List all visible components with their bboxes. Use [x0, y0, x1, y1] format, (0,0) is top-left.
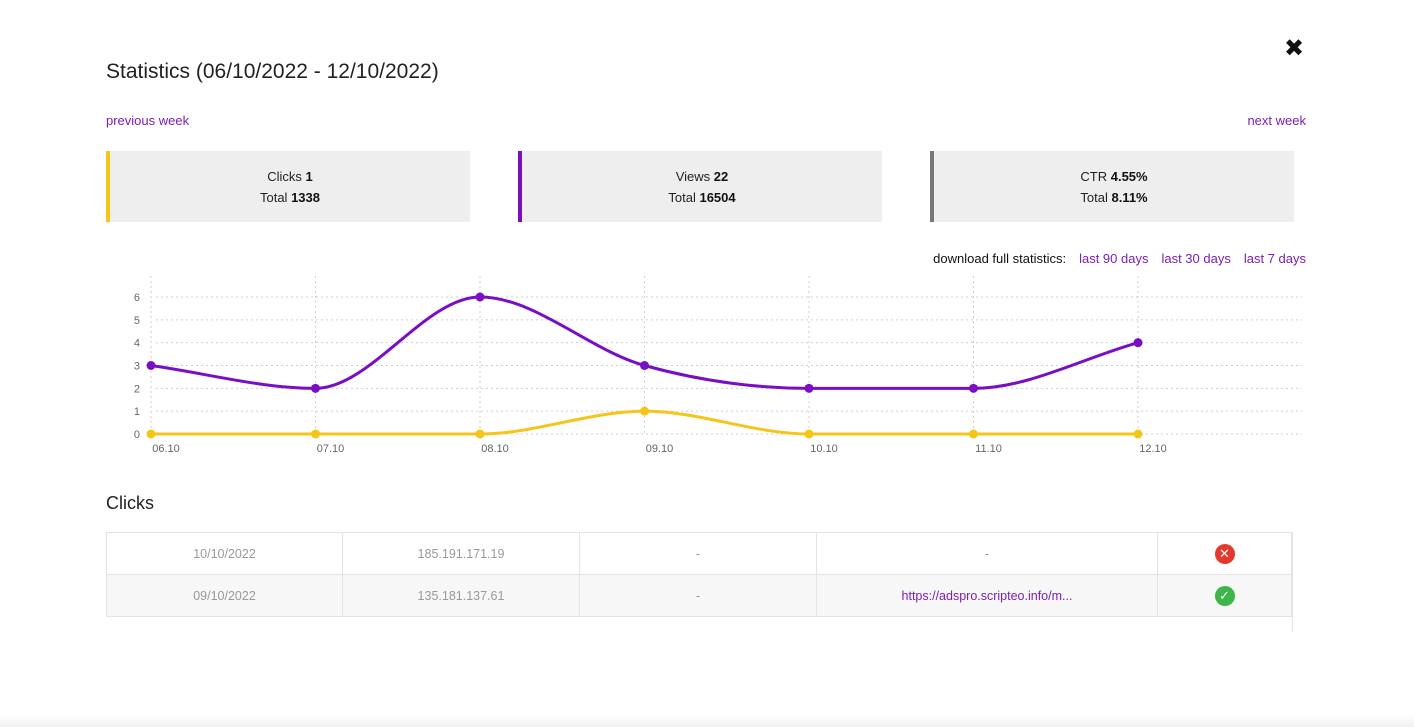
download-label: download full statistics: — [933, 251, 1067, 266]
invalid-cross-icon: ✕ — [1214, 543, 1235, 564]
clicks-section-title: Clicks — [106, 493, 154, 513]
dialog-title: Statistics (06/10/2022 - 12/10/2022) — [106, 60, 439, 83]
download-90-days-link[interactable]: last 90 days — [1079, 251, 1149, 266]
download-statistics-bar: download full statistics: last 90 days l… — [933, 251, 1306, 266]
data-point — [1133, 338, 1143, 348]
close-icon: ✖ — [1283, 35, 1305, 62]
y-tick-label: 3 — [134, 361, 140, 373]
y-tick-label: 1 — [134, 406, 140, 418]
data-point — [969, 383, 978, 393]
clicks-total-line: Total 1338 — [259, 189, 320, 205]
data-point — [804, 383, 814, 393]
click-date-cell: 10/10/2022 — [107, 533, 343, 574]
x-tick-label: 06.10 — [152, 443, 180, 455]
table-row: 09/10/2022 135.181.137.61 - https://adsp… — [107, 575, 1292, 617]
click-ip-cell: 185.191.171.19 — [343, 533, 580, 574]
download-7-days-link[interactable]: last 7 days — [1243, 251, 1306, 266]
ctr-total-line: Total 8.11% — [1080, 189, 1148, 205]
x-tick-label: 10.10 — [810, 443, 838, 455]
click-referrer-cell: - — [817, 533, 1158, 574]
valid-check-icon: ✓ — [1214, 585, 1235, 606]
clicks-line: Clicks 1 — [267, 168, 313, 184]
statistics-line-chart: 0 1 2 3 4 5 6 06.10 07.10 08.10 09.10 10.10 11.10 12.… — [134, 276, 1302, 455]
data-point — [146, 429, 156, 439]
click-info-cell: - — [580, 575, 817, 616]
ctr-line: CTR 4.55% — [1080, 168, 1148, 184]
data-point — [640, 361, 649, 370]
click-referrer-cell: https://adspro.scripteo.info/m... — [817, 575, 1158, 616]
y-tick-label: 0 — [134, 429, 140, 441]
x-tick-label: 09.10 — [646, 443, 674, 455]
click-status-cell: ✓ — [1158, 575, 1292, 616]
click-date-cell: 09/10/2022 — [107, 575, 343, 616]
data-point — [475, 292, 485, 302]
close-button[interactable]: ✖ — [1282, 36, 1306, 62]
download-30-days-link[interactable]: last 30 days — [1161, 251, 1231, 266]
click-ip-cell: 135.181.137.61 — [343, 575, 580, 616]
table-row: 10/10/2022 185.191.171.19 - - ✕ — [107, 533, 1292, 575]
clicks-table: 10/10/2022 185.191.171.19 - - ✕ 09/10/20… — [106, 532, 1306, 632]
data-point — [969, 429, 978, 439]
views-total-line: Total 16504 — [668, 189, 736, 205]
views-summary-card: Views 22 Total 16504 — [518, 151, 882, 222]
bottom-shadow — [0, 715, 1414, 727]
y-tick-label: 4 — [134, 338, 140, 350]
clicks-summary-card: Clicks 1 Total 1338 — [106, 151, 470, 222]
clicks-total-value: 1338 — [291, 189, 320, 205]
y-tick-label: 5 — [134, 315, 140, 327]
x-tick-label: 08.10 — [481, 443, 509, 455]
views-value: 22 — [713, 168, 729, 184]
previous-week-link[interactable]: previous week — [106, 113, 190, 128]
x-tick-label: 07.10 — [317, 443, 345, 455]
data-point — [475, 429, 485, 439]
ctr-summary-card: CTR 4.55% Total 8.11% — [930, 151, 1294, 222]
click-status-cell: ✕ — [1158, 533, 1292, 574]
next-week-link[interactable]: next week — [1247, 113, 1306, 128]
y-tick-label: 6 — [134, 292, 140, 304]
ctr-total-value: 8.11% — [1111, 189, 1148, 205]
views-line: Views 22 — [675, 168, 729, 184]
data-point — [1133, 429, 1143, 439]
clicks-value: 1 — [305, 168, 313, 184]
x-tick-label: 12.10 — [1139, 443, 1167, 455]
y-tick-label: 2 — [134, 383, 140, 395]
x-tick-label: 11.10 — [975, 443, 1002, 455]
data-point — [311, 429, 320, 439]
table-scrollbar[interactable] — [1292, 532, 1306, 632]
ctr-value: 4.55% — [1110, 168, 1148, 184]
data-point — [146, 361, 156, 370]
data-point — [804, 429, 814, 439]
referrer-link[interactable]: https://adspro.scripteo.info/m... — [901, 588, 1073, 603]
click-info-cell: - — [580, 533, 817, 574]
data-point — [311, 383, 320, 393]
views-total-value: 16504 — [699, 189, 736, 205]
data-point — [640, 406, 649, 416]
